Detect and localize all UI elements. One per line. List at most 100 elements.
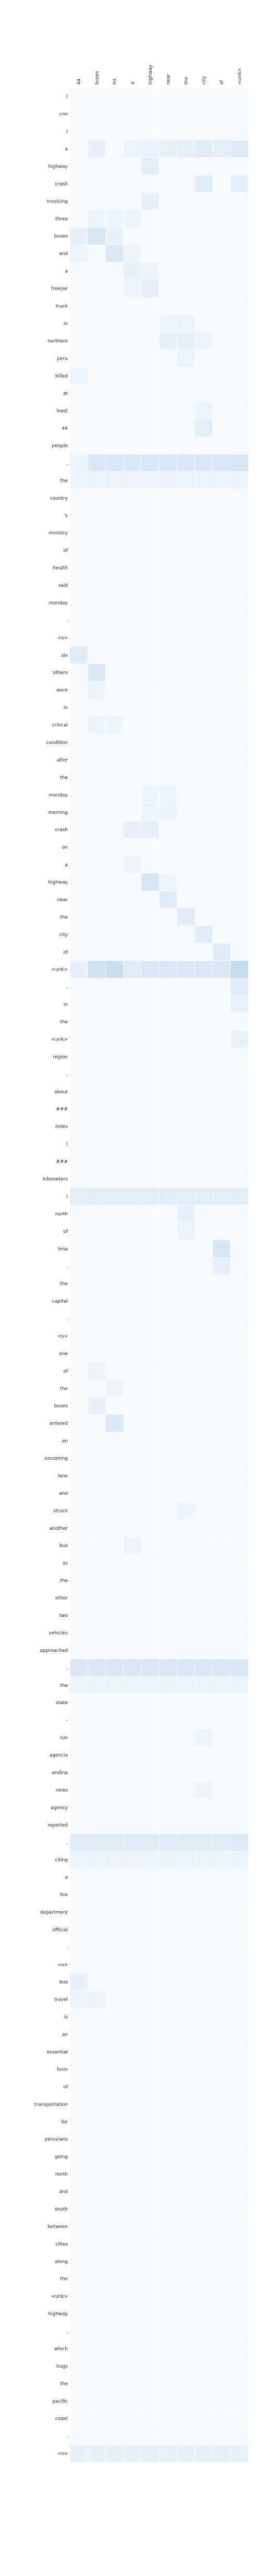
heatmap-cell bbox=[195, 1554, 213, 1572]
heatmap-cell bbox=[69, 297, 88, 315]
heatmap-cell bbox=[105, 1432, 124, 1450]
heatmap-cell bbox=[141, 367, 160, 385]
heatmap-cell bbox=[212, 1152, 231, 1171]
heatmap-cell bbox=[212, 1414, 231, 1433]
heatmap-cell bbox=[69, 733, 88, 752]
heatmap-cell bbox=[176, 2305, 195, 2323]
heatmap-cell bbox=[195, 1729, 213, 1747]
heatmap-cells bbox=[69, 87, 249, 2463]
heatmap-cell bbox=[159, 1030, 177, 1048]
heatmap-cell bbox=[159, 803, 177, 821]
y-tick-label: . bbox=[66, 2434, 68, 2439]
heatmap-cell bbox=[69, 1554, 88, 1572]
heatmap-cell bbox=[141, 471, 160, 490]
heatmap-cell bbox=[105, 1816, 124, 1834]
heatmap-cell bbox=[159, 1833, 177, 1851]
heatmap-cell bbox=[105, 1397, 124, 1415]
heatmap-cell bbox=[159, 192, 177, 210]
heatmap-cell bbox=[176, 629, 195, 647]
heatmap-cell bbox=[159, 2252, 177, 2271]
y-tick-label: three bbox=[55, 217, 68, 222]
heatmap-cell bbox=[230, 768, 249, 786]
heatmap-cell bbox=[141, 838, 160, 856]
heatmap-cell bbox=[69, 1449, 88, 1468]
heatmap-cell bbox=[123, 2025, 142, 2043]
heatmap-cell bbox=[159, 2200, 177, 2218]
y-tick-label: monday bbox=[49, 793, 68, 798]
heatmap-cell bbox=[141, 1571, 160, 1590]
heatmap-cell bbox=[159, 489, 177, 507]
heatmap-cell bbox=[141, 1694, 160, 1712]
heatmap-cell bbox=[69, 2322, 88, 2341]
heatmap-cell bbox=[105, 2409, 124, 2428]
heatmap-cell bbox=[141, 856, 160, 874]
heatmap-cell bbox=[195, 1903, 213, 1921]
heatmap-cell bbox=[123, 541, 142, 560]
heatmap-cell bbox=[123, 1606, 142, 1625]
heatmap-cell bbox=[159, 908, 177, 926]
y-tick-label: northern bbox=[47, 339, 68, 344]
heatmap-cell bbox=[212, 2200, 231, 2218]
y-tick-label: <unk> bbox=[51, 2294, 68, 2299]
y-tick-label: of bbox=[63, 1369, 68, 1374]
heatmap-cell bbox=[123, 2374, 142, 2393]
heatmap-cell bbox=[123, 2217, 142, 2236]
heatmap-cell bbox=[212, 1257, 231, 1275]
heatmap-cell bbox=[69, 664, 88, 682]
heatmap-cell bbox=[141, 873, 160, 891]
heatmap-cell bbox=[105, 2305, 124, 2323]
heatmap-cell bbox=[123, 1746, 142, 1764]
heatmap-cell bbox=[69, 699, 88, 717]
heatmap-cell bbox=[141, 2147, 160, 2166]
heatmap-cell bbox=[69, 2060, 88, 2078]
heatmap-cell bbox=[141, 1781, 160, 1799]
heatmap-cell bbox=[212, 1641, 231, 1659]
heatmap-cell bbox=[212, 1449, 231, 1468]
heatmap-cell bbox=[105, 1851, 124, 1869]
heatmap-cell bbox=[159, 1537, 177, 1555]
heatmap-cell bbox=[141, 1309, 160, 1328]
heatmap-cell bbox=[195, 140, 213, 158]
heatmap-cell bbox=[159, 174, 177, 193]
heatmap-cell bbox=[159, 594, 177, 612]
heatmap-cell bbox=[69, 244, 88, 263]
heatmap-cell bbox=[123, 803, 142, 821]
heatmap-cell bbox=[69, 1973, 88, 1991]
heatmap-cell bbox=[195, 1694, 213, 1712]
heatmap-cell bbox=[212, 2322, 231, 2341]
heatmap-cell bbox=[141, 2165, 160, 2183]
heatmap-cell bbox=[159, 2112, 177, 2131]
heatmap-cell bbox=[123, 2147, 142, 2166]
heatmap-cell bbox=[69, 105, 88, 123]
y-tick-label: kilometers bbox=[43, 1177, 68, 1182]
heatmap-cell bbox=[123, 140, 142, 158]
heatmap-cell bbox=[176, 1589, 195, 1607]
heatmap-cell bbox=[212, 786, 231, 804]
heatmap-cell bbox=[87, 908, 106, 926]
heatmap-cell bbox=[105, 2147, 124, 2166]
y-tick-label: a bbox=[65, 147, 68, 152]
heatmap-cell bbox=[69, 1030, 88, 1048]
y-tick-label: the bbox=[60, 478, 68, 483]
heatmap-cell bbox=[69, 1135, 88, 1153]
heatmap-cell bbox=[123, 349, 142, 368]
heatmap-cell bbox=[105, 2095, 124, 2113]
heatmap-cell bbox=[123, 751, 142, 769]
heatmap-cell bbox=[87, 2235, 106, 2253]
heatmap-cell bbox=[230, 1816, 249, 1834]
heatmap-cell bbox=[159, 506, 177, 525]
heatmap-cell bbox=[123, 279, 142, 298]
heatmap-cell bbox=[123, 1274, 142, 1293]
heatmap-cell bbox=[195, 436, 213, 455]
heatmap-cell bbox=[141, 1467, 160, 1485]
y-tick-label: in bbox=[64, 705, 68, 711]
heatmap-cell bbox=[123, 314, 142, 333]
heatmap-cell bbox=[123, 1729, 142, 1747]
heatmap-cell bbox=[159, 1362, 177, 1380]
heatmap-cell bbox=[176, 1606, 195, 1625]
heatmap-cell bbox=[195, 2077, 213, 2096]
heatmap-cell bbox=[212, 1938, 231, 1956]
heatmap-cell bbox=[212, 629, 231, 647]
heatmap-cell bbox=[176, 471, 195, 490]
x-tick-label: of bbox=[220, 79, 225, 85]
